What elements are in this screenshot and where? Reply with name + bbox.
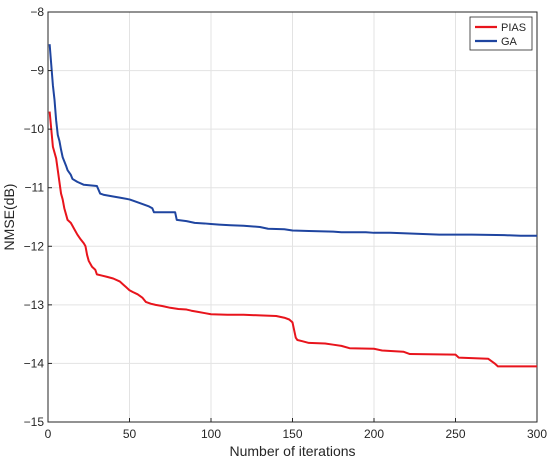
legend-label-pias: PIAS (501, 22, 526, 34)
x-axis-label: Number of iterations (229, 443, 355, 459)
y-tick-label: −8 (30, 5, 44, 19)
y-axis-ticks: −8 −9 −10 −11 −12 −13 −14 −15 (24, 5, 52, 429)
y-tick-label: −10 (24, 122, 45, 136)
x-tick-label: 200 (364, 427, 384, 441)
series-line-pias (48, 111, 537, 368)
y-tick-label: −13 (24, 298, 45, 312)
x-tick-label: 50 (123, 427, 137, 441)
legend-box (469, 16, 533, 51)
x-tick-label: 300 (527, 427, 547, 441)
legend: PIAS GA (469, 16, 533, 51)
y-tick-label: −12 (24, 239, 45, 253)
x-axis-ticks: 0 50 100 150 200 250 300 (45, 418, 547, 441)
series-lines (48, 44, 537, 368)
y-tick-label: −15 (24, 415, 45, 429)
y-tick-label: −9 (30, 64, 44, 78)
y-tick-label: −14 (24, 356, 45, 370)
y-tick-label: −11 (25, 181, 45, 195)
x-tick-label: 0 (45, 427, 52, 441)
y-axis-label: NMSE(dB) (1, 184, 17, 251)
x-tick-label: 100 (201, 427, 221, 441)
series-line-ga (48, 44, 537, 237)
x-tick-label: 150 (282, 427, 302, 441)
legend-label-ga: GA (501, 36, 518, 48)
grid (47, 11, 538, 423)
x-tick-label: 250 (445, 427, 465, 441)
